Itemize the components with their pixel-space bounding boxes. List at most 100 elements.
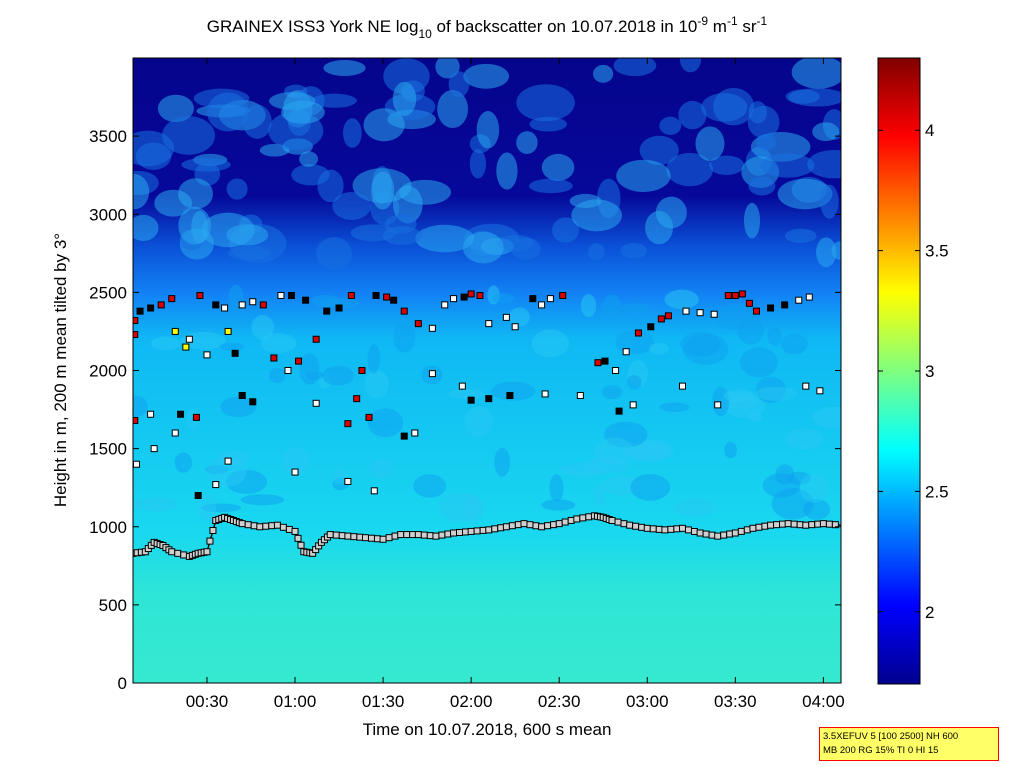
cloud-marker xyxy=(458,382,466,390)
mixing-layer-marker xyxy=(294,534,302,542)
cloud-marker xyxy=(302,296,310,304)
texture-patch xyxy=(593,483,606,506)
mixing-layer-marker xyxy=(532,522,540,530)
texture-patch xyxy=(615,329,654,355)
x-tick-label: 02:30 xyxy=(538,692,581,711)
cloud-marker xyxy=(664,312,672,320)
mixing-layer-marker xyxy=(332,531,340,539)
texture-patch xyxy=(316,237,352,270)
mixing-layer-marker xyxy=(802,521,810,529)
texture-patch xyxy=(552,217,580,243)
cloud-marker xyxy=(150,445,158,453)
cloud-marker xyxy=(270,354,278,362)
colorbar-tick-label: 2 xyxy=(925,603,934,622)
cloud-marker xyxy=(678,382,686,390)
colorbar-tick-label: 4 xyxy=(925,121,934,140)
texture-patch xyxy=(592,64,614,83)
mixing-layer-marker xyxy=(385,534,393,542)
cloud-marker xyxy=(485,395,493,403)
cloud-marker xyxy=(133,317,139,324)
chart-title: GRAINEX ISS3 York NE log10 of backscatte… xyxy=(207,14,768,41)
mixing-layer-marker xyxy=(338,532,346,540)
mixing-layer-marker xyxy=(620,520,628,528)
mixing-layer-marker xyxy=(356,533,364,541)
mixing-layer-marker xyxy=(350,533,358,541)
texture-patch xyxy=(683,333,729,365)
cloud-marker xyxy=(629,401,637,409)
cloud-marker xyxy=(185,335,193,343)
texture-patch xyxy=(674,498,715,517)
cloud-marker xyxy=(696,309,704,317)
texture-patch xyxy=(206,456,247,487)
mixing-layer-marker xyxy=(497,524,505,532)
cloud-marker xyxy=(724,292,732,299)
mixing-layer-markers xyxy=(133,512,839,560)
mixing-layer-marker xyxy=(655,525,663,533)
mixing-layer-marker xyxy=(690,528,698,535)
mixing-layer-marker xyxy=(508,522,516,530)
mixing-layer-marker xyxy=(174,549,182,557)
cloud-marker xyxy=(529,295,537,303)
y-tick-label: 3500 xyxy=(89,127,127,146)
cloud-marker xyxy=(576,392,584,399)
texture-patch xyxy=(133,497,178,512)
cloud-marker xyxy=(738,290,746,298)
cloud-marker xyxy=(212,301,220,309)
cloud-marker xyxy=(203,351,211,359)
mixing-layer-marker xyxy=(414,531,422,539)
texture-patch xyxy=(157,94,194,123)
cloud-marker xyxy=(710,310,718,318)
mixing-layer-marker xyxy=(626,521,634,529)
texture-patch xyxy=(760,153,815,178)
colorbar-ticks: 2 2.5 3 3.5 4 xyxy=(878,121,949,622)
cloud-marker xyxy=(238,301,246,309)
mixing-layer-marker xyxy=(444,530,452,538)
texture-patch xyxy=(367,344,381,374)
texture-patch xyxy=(620,242,648,259)
mixing-layer-marker xyxy=(538,523,546,531)
info-line-2: MB 200 RG 15% TI 0 HI 15 xyxy=(823,745,939,756)
mixing-layer-marker xyxy=(485,526,493,534)
mixing-layer-marker xyxy=(473,527,481,535)
cloud-marker xyxy=(288,292,296,299)
cloud-marker xyxy=(353,395,361,403)
mixing-layer-marker xyxy=(814,520,822,528)
cloud-marker xyxy=(295,357,303,365)
texture-patch xyxy=(791,58,841,89)
processing-info-box: 3.5XEFUV 5 [100 2500] NH 600 MB 200 RG 1… xyxy=(819,727,999,761)
cloud-marker xyxy=(802,382,810,390)
texture-patch xyxy=(465,495,484,524)
cloud-marker xyxy=(312,399,320,407)
cloud-marker xyxy=(291,468,299,476)
mixing-layer-marker xyxy=(397,531,405,539)
texture-patch xyxy=(701,93,748,122)
cloud-marker xyxy=(383,293,391,301)
cloud-marker xyxy=(450,295,458,303)
cloud-marker xyxy=(277,292,285,299)
cloud-marker xyxy=(224,327,232,335)
x-tick-label: 03:30 xyxy=(714,692,757,711)
cloud-marker xyxy=(133,331,139,339)
mixing-layer-marker xyxy=(450,529,458,537)
cloud-marker xyxy=(594,359,602,367)
texture-patch xyxy=(648,342,669,355)
cloud-marker xyxy=(647,323,655,331)
mixing-layer-marker xyxy=(673,525,681,533)
texture-patch xyxy=(785,428,824,450)
mixing-layer-marker xyxy=(238,520,246,528)
mixing-layer-marker xyxy=(273,521,281,529)
cloud-marker xyxy=(682,307,690,315)
texture-patch xyxy=(174,452,193,473)
texture-patch xyxy=(154,189,193,217)
texture-patch xyxy=(181,157,231,172)
mixing-layer-marker xyxy=(291,527,299,535)
texture-patch xyxy=(655,196,687,229)
cloud-marker xyxy=(194,492,202,499)
mixing-layer-marker xyxy=(749,524,757,532)
mixing-layer-marker xyxy=(514,521,522,529)
texture-patch xyxy=(448,388,485,400)
cloud-marker xyxy=(816,387,824,395)
mixing-layer-marker xyxy=(819,520,827,528)
texture-patch xyxy=(133,395,148,418)
